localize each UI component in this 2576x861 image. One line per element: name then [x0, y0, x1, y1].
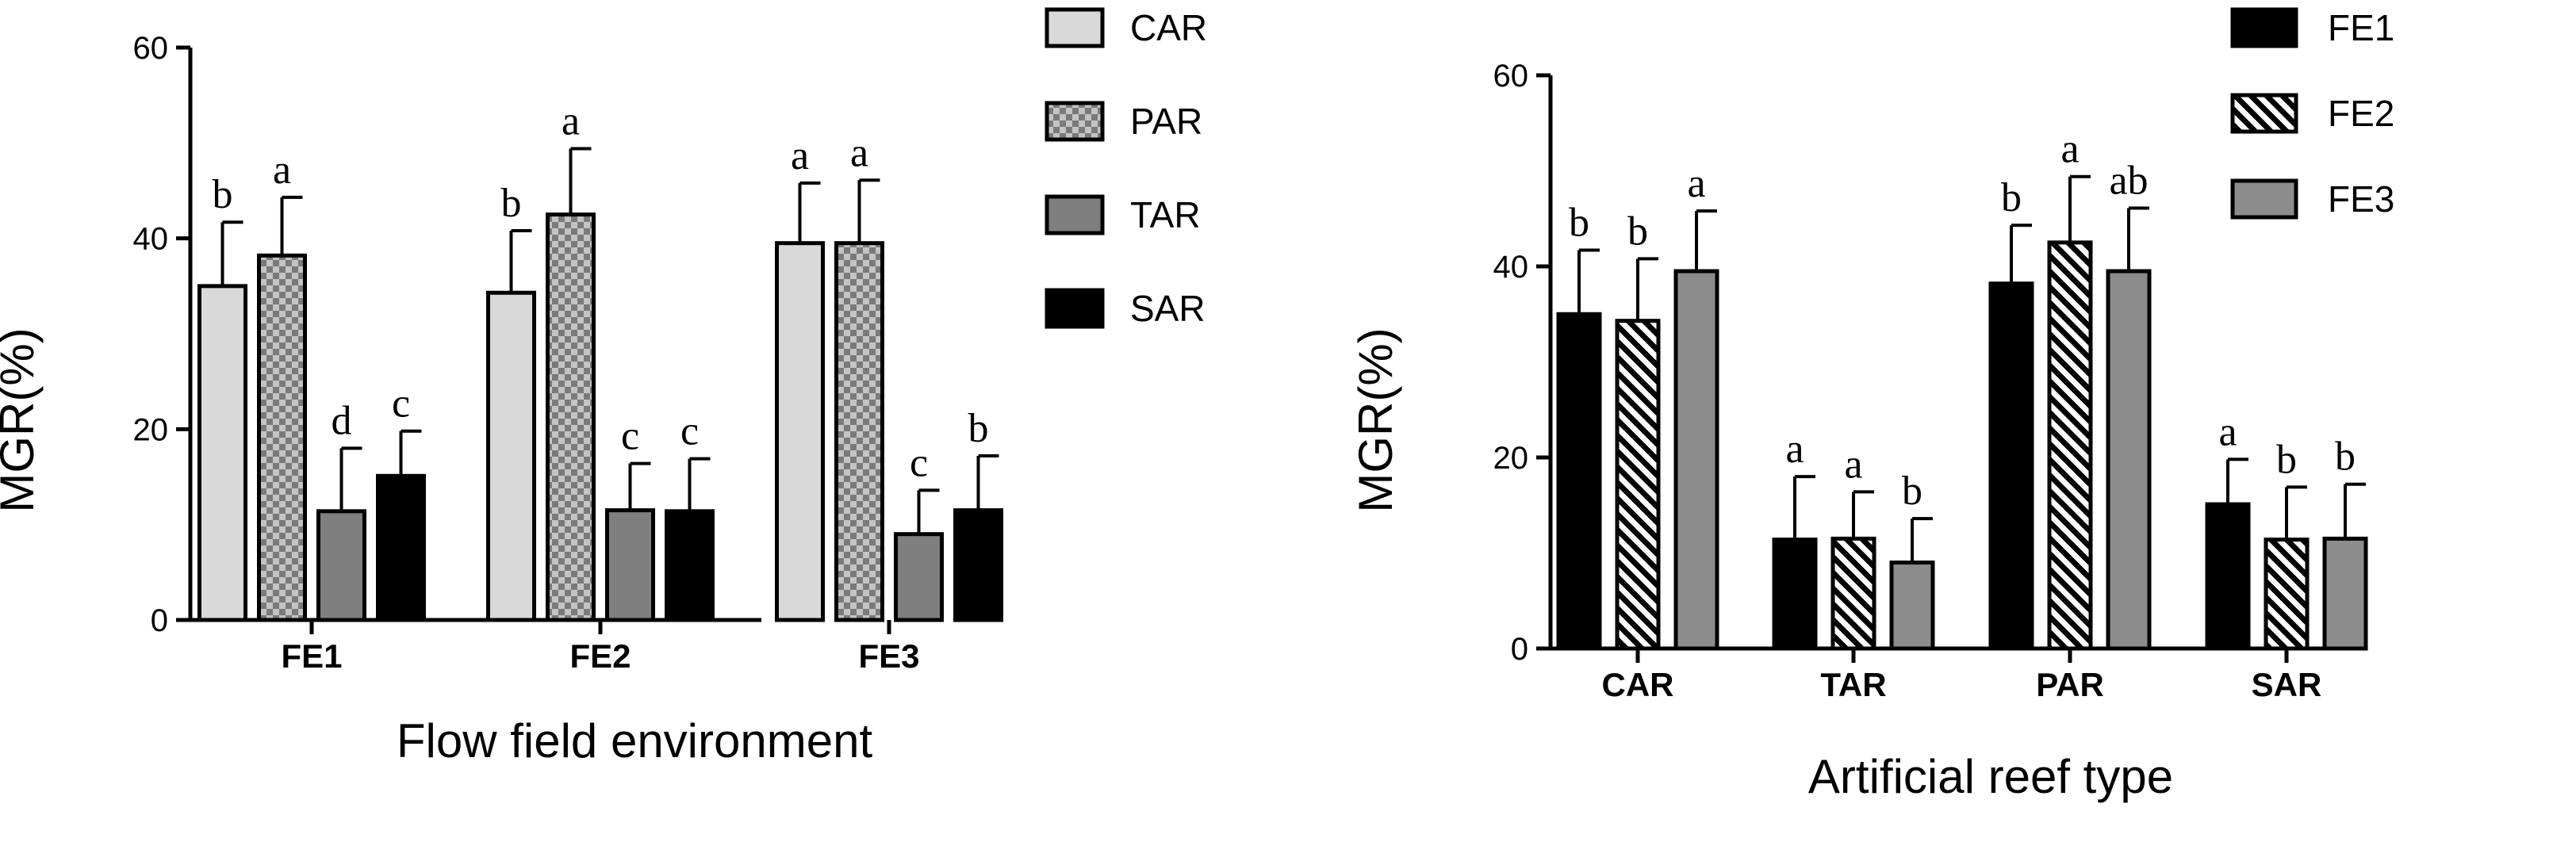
legend-swatch: [1045, 288, 1105, 329]
x-tick-label: TAR: [1820, 666, 1886, 703]
bar: [1830, 536, 1876, 651]
legend-label: FE3: [2328, 178, 2394, 220]
significance-letter: a: [562, 99, 580, 144]
bar: [546, 212, 596, 622]
legend-label: CAR: [1130, 7, 1207, 48]
bar: [257, 253, 307, 622]
legend-swatch: [2230, 178, 2298, 220]
bar: [1556, 312, 1602, 651]
bar: [2106, 269, 2152, 651]
significance-letter: a: [1687, 161, 1705, 206]
x-tick-label: SAR: [2252, 666, 2322, 703]
legend-label: SAR: [1130, 288, 1206, 329]
significance-letter: c: [680, 409, 699, 454]
bar: [2047, 240, 2093, 651]
significance-letter: c: [621, 414, 639, 459]
significance-letter: a: [850, 130, 868, 175]
significance-letter: b: [1902, 469, 1922, 514]
legend-label: TAR: [1130, 194, 1201, 235]
significance-letter: b: [2001, 175, 2022, 220]
y-tick-label: 40: [133, 222, 169, 257]
significance-letter: b: [501, 181, 522, 226]
significance-letter: a: [2060, 127, 2079, 172]
y-tick-label: 0: [151, 603, 168, 638]
y-tick-label: 60: [133, 31, 169, 66]
bar: [197, 284, 247, 622]
bar: [775, 241, 825, 622]
bar: [316, 509, 366, 622]
y-tick-label: 20: [133, 412, 169, 447]
bar: [2264, 538, 2310, 651]
significance-letter: b: [1627, 209, 1648, 254]
bar: [834, 241, 884, 622]
significance-letter: b: [2335, 434, 2356, 480]
x-tick-label: FE1: [281, 637, 342, 675]
bar: [953, 508, 1003, 622]
bar: [486, 290, 536, 622]
x-tick-label: PAR: [2036, 666, 2104, 703]
significance-letter: a: [273, 147, 291, 193]
y-tick-label: 60: [1493, 59, 1529, 94]
bar: [376, 473, 426, 622]
legend-swatch: [2230, 7, 2298, 48]
x-tick-label: CAR: [1602, 666, 1674, 703]
bar: [605, 508, 655, 622]
bar: [1772, 538, 1818, 651]
legend-swatch: [2230, 93, 2298, 134]
x-tick-label: FE2: [569, 637, 631, 675]
bar: [894, 532, 944, 622]
significance-letter: a: [2218, 409, 2237, 454]
bar: [665, 509, 715, 622]
significance-letter: b: [1569, 201, 1589, 246]
x-axis-title: Artificial reef type: [1808, 750, 2173, 803]
legend-swatch: [1045, 101, 1105, 142]
significance-letter: b: [968, 406, 989, 451]
y-tick-label: 0: [1511, 632, 1528, 667]
bar: [2205, 502, 2251, 651]
x-tick-label: FE3: [858, 637, 919, 675]
legend-swatch: [1045, 194, 1105, 235]
bar: [1988, 281, 2034, 651]
significance-letter: d: [332, 398, 352, 443]
significance-letter: ab: [2109, 158, 2148, 203]
significance-letter: b: [213, 172, 233, 217]
significance-letter: a: [1785, 427, 1804, 472]
significance-letter: c: [392, 381, 410, 427]
significance-letter: a: [1844, 442, 1862, 487]
bar: [1615, 319, 1661, 651]
significance-letter: b: [2276, 437, 2297, 482]
bar: [1673, 269, 1719, 651]
significance-letter: c: [910, 440, 928, 485]
x-axis-title: Flow field environment: [397, 714, 873, 767]
y-axis-title: MGR(%): [1349, 327, 1402, 512]
legend-label: PAR: [1130, 101, 1202, 142]
y-tick-label: 20: [1493, 441, 1529, 476]
bar: [2322, 536, 2368, 651]
legend-label: FE1: [2328, 7, 2394, 48]
legend-label: FE2: [2328, 93, 2394, 134]
y-axis-title: MGR(%): [0, 327, 44, 512]
y-tick-label: 40: [1493, 250, 1529, 285]
legend-swatch: [1045, 7, 1105, 48]
significance-letter: a: [791, 133, 809, 178]
bar: [1889, 561, 1935, 651]
